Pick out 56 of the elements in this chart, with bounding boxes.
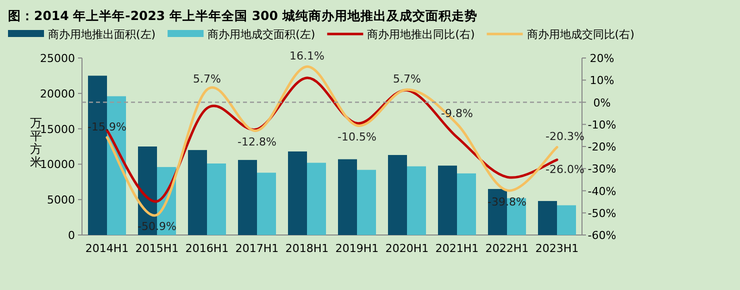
data-label: -15.9%	[88, 120, 126, 134]
x-tick-label: 2018H1	[285, 242, 329, 255]
data-label: -20.3%	[546, 130, 584, 144]
y2-tick-label: 10%	[590, 74, 614, 88]
y-tick-label: 5000	[47, 194, 75, 207]
data-label: -39.8%	[488, 195, 526, 208]
x-tick-label: 2020H1	[385, 242, 429, 255]
y2-tick-label: -40%	[588, 184, 616, 198]
y2-tick-label: 20%	[590, 52, 614, 65]
data-label: -26.0%	[546, 162, 584, 176]
legend-label: 商办用地成交面积(左)	[208, 28, 316, 41]
legend-label: 商办用地成交同比(右)	[526, 28, 634, 41]
bar	[357, 170, 376, 235]
ylabel: 万平方米	[30, 116, 42, 169]
x-tick-label: 2022H1	[485, 242, 529, 255]
y2-tick-label: 0%	[593, 96, 611, 110]
bar	[288, 151, 307, 235]
bar	[207, 163, 226, 235]
data-label: -12.8%	[238, 136, 276, 149]
legend-label: 商办用地推出同比(右)	[367, 28, 475, 41]
bar	[438, 166, 457, 235]
bar	[388, 154, 407, 235]
x-tick-label: 2019H1	[335, 242, 379, 255]
x-tick-label: 2016H1	[185, 242, 229, 255]
data-label: 5.7%	[393, 72, 421, 86]
y-tick-label: 20000	[40, 87, 75, 100]
legend-label: 商办用地推出面积(左)	[48, 28, 156, 41]
bar	[338, 159, 357, 235]
bar	[188, 150, 207, 235]
data-label: -50.9%	[138, 220, 176, 233]
bar	[238, 160, 257, 235]
y-tick-label: 15000	[40, 122, 75, 136]
y-tick-label: 25000	[40, 52, 75, 65]
bar	[307, 162, 326, 235]
x-tick-label: 2023H1	[535, 242, 579, 255]
data-label: -10.5%	[338, 130, 376, 144]
y2-tick-label: -50%	[588, 206, 616, 220]
bar	[457, 173, 476, 235]
bar	[407, 166, 426, 235]
data-label: -9.8%	[441, 106, 473, 120]
bar	[538, 201, 557, 235]
bar	[257, 172, 276, 235]
x-tick-label: 2017H1	[235, 242, 279, 255]
y-tick-label: 0	[68, 229, 75, 242]
y2-tick-label: -10%	[588, 118, 616, 132]
y2-tick-label: -20%	[588, 140, 616, 154]
y2-tick-label: -30%	[588, 162, 616, 176]
y2-tick-label: -60%	[588, 229, 616, 242]
y-tick-label: 10000	[40, 158, 75, 172]
chart-title: 图：2014 年上半年-2023 年上半年全国 300 城纯商办用地推出及成交面积走势	[8, 8, 478, 23]
bar	[557, 205, 576, 235]
x-tick-label: 2015H1	[135, 242, 179, 255]
data-label: 5.7%	[193, 72, 221, 86]
x-tick-label: 2021H1	[435, 242, 479, 255]
x-tick-label: 2014H1	[85, 242, 129, 255]
data-label: 16.1%	[290, 50, 324, 63]
